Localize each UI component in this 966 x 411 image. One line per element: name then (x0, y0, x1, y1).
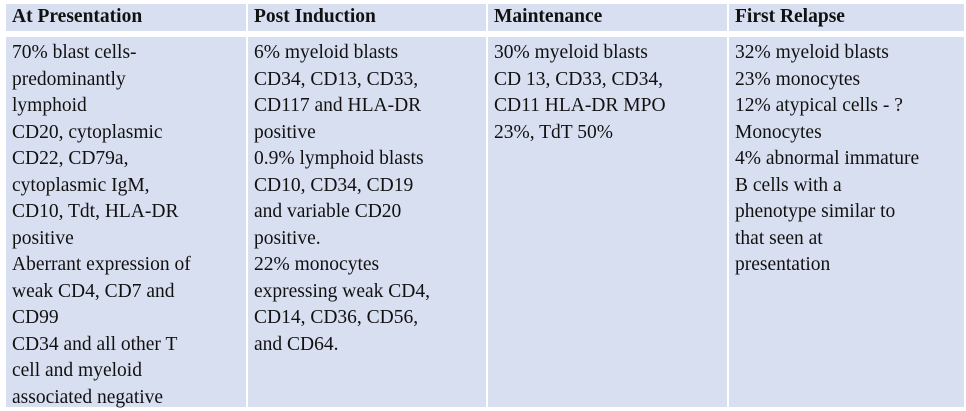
cell-text-line: cell and myeloid (12, 358, 240, 385)
cell-text-line: phenotype similar to (735, 199, 958, 226)
cell-text-line: 12% atypical cells - ? (735, 93, 958, 120)
cell-text-line: 70% blast cells- (12, 40, 240, 67)
cell-text-line: CD 13, CD33, CD34, (494, 67, 721, 94)
cell-text-line: and CD64. (254, 332, 480, 359)
cell-text-line: positive. (254, 226, 480, 253)
cell-text-line: CD34 and all other T (12, 332, 240, 359)
header-first-relapse: First Relapse (729, 4, 964, 31)
header-at-presentation: At Presentation (6, 4, 246, 31)
cell-text-line: CD20, cytoplasmic (12, 120, 240, 147)
cell-text-line: 0.9% lymphoid blasts (254, 146, 480, 173)
cell-text-line: 4% abnormal immature (735, 146, 958, 173)
cell-text-line: 30% myeloid blasts (494, 40, 721, 67)
header-divider (6, 32, 964, 36)
column-divider (246, 4, 248, 407)
cell-text-line: Monocytes (735, 120, 958, 147)
cell-text-line: CD11 HLA-DR MPO (494, 93, 721, 120)
findings-table: At Presentation Post Induction Maintenan… (6, 4, 964, 407)
column-divider (727, 4, 729, 407)
cell-text-line: CD10, CD34, CD19 (254, 173, 480, 200)
cell-text-line: B cells with a (735, 173, 958, 200)
cell-text-line: CD22, CD79a, (12, 146, 240, 173)
cell-text-line: 22% monocytes (254, 252, 480, 279)
cell-text-line: CD117 and HLA-DR (254, 93, 480, 120)
cell-text-line: lymphoid (12, 93, 240, 120)
column-divider (486, 4, 488, 407)
cell-text-line: predominantly (12, 67, 240, 94)
cell-text-line: positive (254, 120, 480, 147)
cell-text-line: CD14, CD36, CD56, (254, 305, 480, 332)
cell-text-line: positive (12, 226, 240, 253)
cell-text-line: 6% myeloid blasts (254, 40, 480, 67)
cell-text-line: CD10, Tdt, HLA-DR (12, 199, 240, 226)
cell-text-line: 23% monocytes (735, 67, 958, 94)
cell-text-line: CD99 (12, 305, 240, 332)
cell-text-line: expressing weak CD4, (254, 279, 480, 306)
cell-text-line: and variable CD20 (254, 199, 480, 226)
header-maintenance: Maintenance (488, 4, 727, 31)
cell-text-line: 32% myeloid blasts (735, 40, 958, 67)
cell-text-line: 23%, TdT 50% (494, 120, 721, 147)
header-post-induction: Post Induction (248, 4, 486, 31)
cell-text-line: that seen at (735, 226, 958, 253)
cell-text-line: weak CD4, CD7 and (12, 279, 240, 306)
cell-text-line: cytoplasmic IgM, (12, 173, 240, 200)
cell-text-line: Aberrant expression of (12, 252, 240, 279)
cell-text-line: presentation (735, 252, 958, 279)
cell-text-line: associated negative (12, 385, 240, 411)
cell-text-line: CD34, CD13, CD33, (254, 67, 480, 94)
